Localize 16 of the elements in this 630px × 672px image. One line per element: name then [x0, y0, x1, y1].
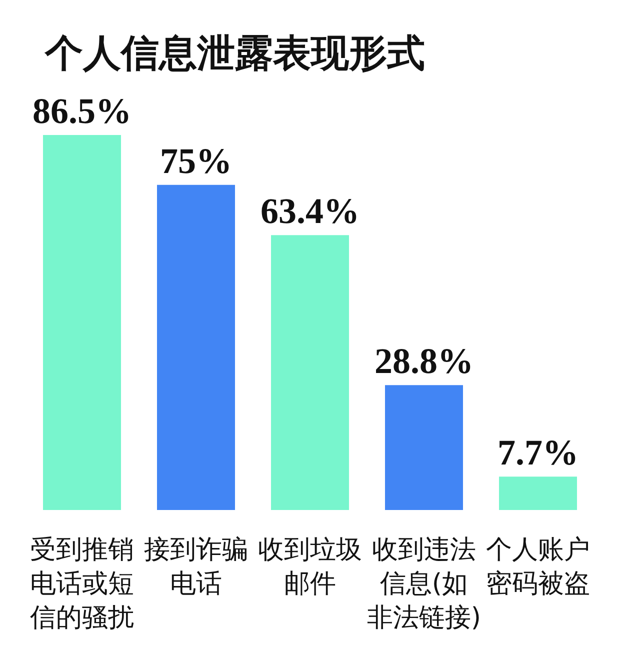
x-tick-label: 接到诈骗电话 — [144, 535, 248, 599]
data-label: 28.8% — [374, 341, 474, 382]
data-label: 63.4% — [260, 191, 360, 232]
bar — [157, 184, 235, 510]
x-tick-label: 个人账户密码被盗 — [486, 535, 590, 599]
bar — [271, 235, 349, 510]
data-label: 7.7% — [498, 432, 578, 473]
bar — [499, 476, 577, 510]
bar — [43, 135, 121, 510]
chart-title: 个人信息泄露表现形式 — [45, 30, 425, 75]
data-label: 86.5% — [32, 91, 132, 131]
x-tick-label: 受到推销电话或短信的骚扰 — [30, 535, 134, 633]
x-tick-label: 收到违法信息(如非法链接) — [366, 535, 482, 633]
bar — [385, 385, 463, 510]
data-label: 75% — [160, 140, 232, 181]
x-tick-label: 收到垃圾邮件 — [258, 535, 362, 599]
